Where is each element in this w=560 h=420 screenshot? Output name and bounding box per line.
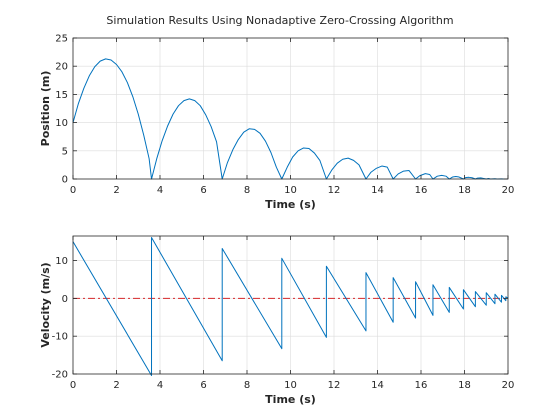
figure-title: Simulation Results Using Nonadaptive Zer… [106,14,453,27]
velocity-x-tick-label: 4 [157,380,163,391]
position-y-tick-label: 5 [62,146,68,157]
position-y-tick-label: 10 [55,118,68,129]
position-x-tick-label: 12 [328,185,341,196]
position-y-tick-label: 0 [62,175,68,186]
position-subplot: 0 2 4 6 8 10 12 14 16 18 20 0 5 10 15 20 25 Time (s) Posit… [39,34,514,212]
velocity-x-tick-label: 8 [244,380,250,391]
position-x-tick-label: 4 [157,185,163,196]
velocity-y-tick-label: -10 [52,332,68,343]
position-y-axis-label: Position (m) [39,71,52,147]
velocity-x-tick-label: 18 [458,380,471,391]
velocity-x-axis-label: Time (s) [265,393,316,406]
position-x-tick-label: 16 [415,185,428,196]
position-x-axis-label: Time (s) [265,198,316,211]
position-x-tick-label: 10 [284,185,297,196]
velocity-x-tick-label: 0 [70,380,76,391]
position-x-tick-label: 8 [244,185,250,196]
velocity-x-tick-label: 14 [371,380,384,391]
velocity-x-tick-label: 16 [415,380,428,391]
position-x-tick-label: 18 [458,185,471,196]
position-x-tick-label: 6 [200,185,206,196]
position-x-tick-label: 0 [70,185,76,196]
position-x-tick-label: 20 [502,185,515,196]
velocity-x-tick-label: 20 [502,380,515,391]
position-x-tick-label: 14 [371,185,384,196]
velocity-y-tick-label: 0 [62,294,68,305]
velocity-series-line [72,237,509,377]
velocity-x-tick-label: 2 [113,380,119,391]
velocity-x-tick-label: 10 [284,380,297,391]
position-x-tick-label: 2 [113,185,119,196]
position-y-tick-label: 15 [55,90,68,101]
velocity-subplot: 0 2 4 6 8 10 12 14 16 18 20 -20 -10 0 10 Time (s) Veloci… [39,235,515,406]
velocity-y-tick-label: -20 [52,370,68,381]
velocity-y-tick-label: 10 [55,256,68,267]
position-y-tick-label: 20 [55,62,68,73]
velocity-x-tick-label: 12 [328,380,341,391]
velocity-x-tick-label: 6 [200,380,206,391]
velocity-y-axis-label: Velocity (m/s) [39,262,52,347]
position-y-tick-label: 25 [55,34,68,45]
